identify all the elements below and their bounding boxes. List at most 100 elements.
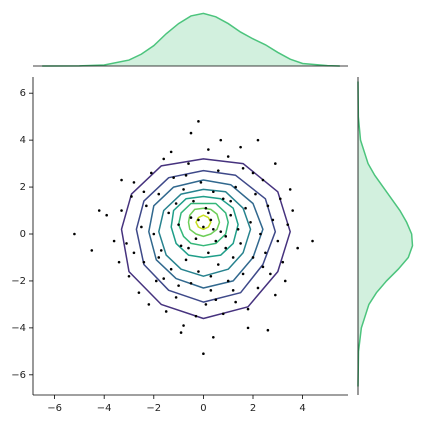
point xyxy=(117,260,121,264)
point xyxy=(241,166,245,170)
point xyxy=(145,204,148,208)
contour xyxy=(120,158,291,320)
point xyxy=(209,274,213,278)
point xyxy=(236,228,240,231)
point xyxy=(261,178,265,182)
point xyxy=(150,171,153,175)
point xyxy=(226,155,230,158)
point xyxy=(229,213,232,217)
point xyxy=(97,209,101,212)
point xyxy=(194,237,198,240)
point xyxy=(157,192,161,196)
point xyxy=(234,300,237,304)
point xyxy=(120,178,123,182)
point xyxy=(207,211,210,215)
y-tick-label: −6 xyxy=(11,370,26,381)
point xyxy=(259,232,262,236)
contour xyxy=(195,214,212,231)
point xyxy=(224,235,228,238)
point xyxy=(127,274,131,278)
point xyxy=(202,225,205,229)
point xyxy=(311,239,314,243)
point xyxy=(184,174,188,177)
point xyxy=(249,220,252,224)
point xyxy=(179,331,183,334)
point xyxy=(296,246,299,250)
point xyxy=(189,281,193,285)
point xyxy=(194,314,198,318)
point xyxy=(189,131,193,135)
point xyxy=(179,244,183,248)
point xyxy=(281,260,285,264)
point xyxy=(204,303,208,306)
point xyxy=(174,202,178,205)
point xyxy=(169,150,173,154)
point xyxy=(192,199,195,203)
point xyxy=(154,279,158,283)
point xyxy=(214,239,218,243)
point xyxy=(274,162,277,165)
point xyxy=(169,267,173,271)
point xyxy=(132,181,136,184)
x-tick-label: 4 xyxy=(299,403,305,414)
point xyxy=(212,228,215,231)
y-tick-label: 2 xyxy=(20,182,26,193)
contour xyxy=(148,179,264,289)
point xyxy=(172,176,175,179)
point xyxy=(283,279,287,283)
point xyxy=(226,279,230,283)
x-tick-label: −4 xyxy=(97,403,112,414)
point xyxy=(90,249,94,252)
point xyxy=(73,232,76,236)
point xyxy=(162,157,166,161)
point xyxy=(177,223,180,226)
point xyxy=(132,251,136,255)
marginal-x-line xyxy=(42,12,340,67)
y-tick-label: 0 xyxy=(20,229,26,240)
point xyxy=(224,246,228,250)
point xyxy=(187,246,190,250)
marginal-y-line xyxy=(357,81,414,387)
point xyxy=(266,204,270,208)
y-tick-label: 4 xyxy=(20,135,26,146)
point xyxy=(239,145,242,149)
marginal-x-area xyxy=(42,13,340,66)
point xyxy=(197,120,200,123)
x-tick-label: 0 xyxy=(200,403,206,414)
point xyxy=(212,190,215,194)
point xyxy=(291,209,294,212)
point xyxy=(159,249,163,252)
point xyxy=(241,272,245,276)
point xyxy=(140,225,143,229)
point xyxy=(221,197,225,201)
point xyxy=(125,242,128,245)
point xyxy=(162,277,166,280)
point xyxy=(177,284,180,287)
contour xyxy=(187,207,221,238)
point xyxy=(251,256,255,259)
x-tick-label: 2 xyxy=(250,403,256,414)
contour xyxy=(158,188,252,277)
point xyxy=(164,310,168,313)
point xyxy=(219,138,223,142)
y-tick-label: 6 xyxy=(20,88,26,99)
point xyxy=(214,298,218,302)
point xyxy=(261,265,265,269)
point xyxy=(269,272,272,276)
point xyxy=(207,251,210,255)
point xyxy=(199,181,203,184)
contour xyxy=(177,202,229,247)
contour xyxy=(170,195,239,259)
point xyxy=(167,211,170,215)
point xyxy=(216,263,220,266)
point xyxy=(120,209,123,212)
x-tick-label: −2 xyxy=(146,403,161,414)
point xyxy=(244,206,247,210)
point xyxy=(216,169,220,172)
point xyxy=(212,335,215,339)
point xyxy=(246,326,250,330)
point xyxy=(256,138,260,142)
point xyxy=(221,312,225,316)
point xyxy=(266,328,270,332)
